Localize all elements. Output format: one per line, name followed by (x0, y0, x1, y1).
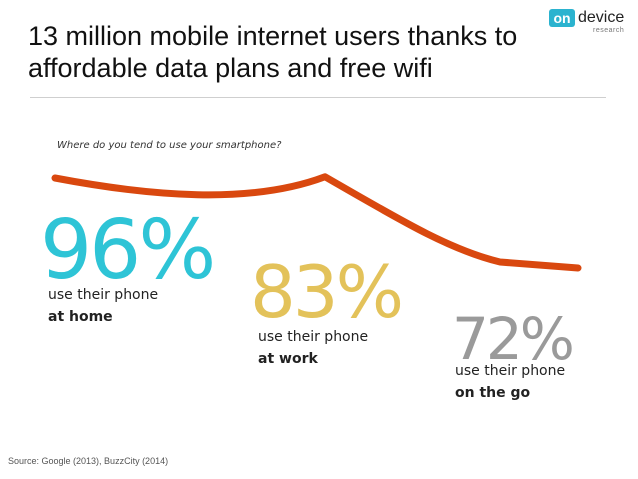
logo-on-badge: on (549, 9, 575, 27)
stat-home-percent: 96% (40, 203, 216, 298)
title-divider (30, 97, 606, 98)
chart-question: Where do you tend to use your smartphone… (57, 140, 282, 151)
stat-home-desc: use their phone (48, 287, 159, 303)
stat-go-location: on the go (455, 385, 531, 401)
stat-work: 83% use their phone at work (250, 250, 404, 367)
usage-trend-line (51, 173, 582, 272)
stat-work-percent: 83% (250, 250, 404, 334)
stat-go: 72% use their phone on the go (452, 305, 575, 401)
stat-go-percent: 72% (452, 305, 575, 373)
ondevice-logo: on device research (549, 6, 631, 40)
logo-device-text: device (578, 9, 625, 26)
page-title: 13 million mobile internet users thanks … (28, 21, 518, 83)
stat-go-desc: use their phone (455, 363, 566, 379)
stat-work-desc: use their phone (258, 329, 369, 345)
stat-home-location: at home (48, 309, 113, 325)
stat-home: 96% use their phone at home (40, 203, 216, 326)
logo-research-text: research (593, 27, 625, 34)
source-note: Source: Google (2013), BuzzCity (2014) (8, 456, 169, 466)
stat-work-location: at work (258, 351, 318, 367)
